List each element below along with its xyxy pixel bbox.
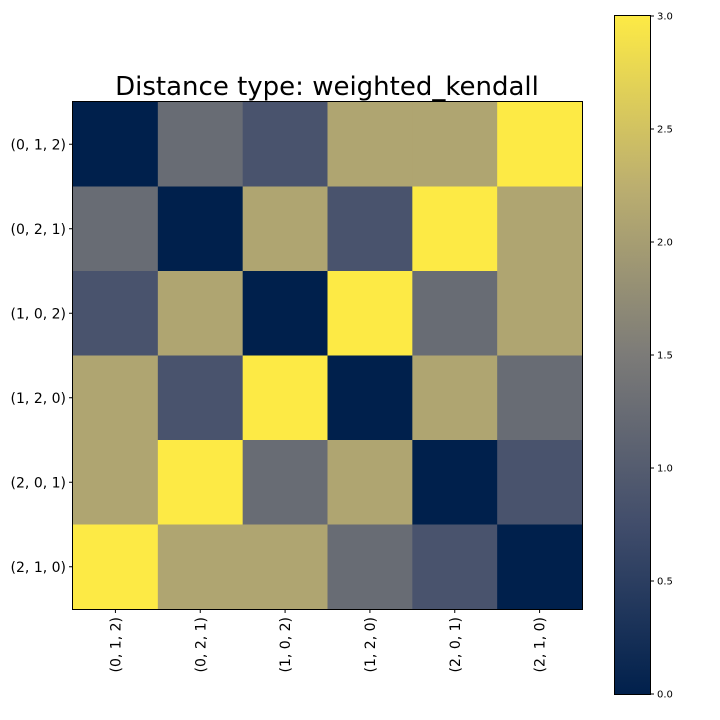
heatmap-cell: [73, 186, 159, 272]
y-tick-label: (2, 0, 1): [11, 475, 66, 491]
colorbar-tick-label: 2.5: [657, 125, 673, 136]
y-axis: (0, 1, 2) (0, 2, 1) (1, 0, 2) (1, 2, 0) (2, …: [11, 137, 73, 576]
colorbar-tick-label: 1.0: [657, 464, 673, 475]
colorbar-tick-label: 0.5: [657, 577, 673, 588]
heatmap-cell: [242, 440, 329, 526]
heatmap-cell: [73, 524, 159, 610]
heatmap-cell: [412, 271, 498, 357]
x-tick-label: (1, 0, 2): [278, 617, 294, 672]
y-tick-label: (0, 2, 1): [11, 222, 66, 238]
heatmap-cell: [497, 440, 583, 526]
heatmap-cell: [412, 355, 498, 441]
colorbar-tick-label: 2.0: [657, 238, 673, 249]
heatmap-cell: [412, 440, 498, 526]
y-tick-label: (1, 0, 2): [11, 306, 66, 322]
heatmap-cell: [242, 186, 329, 272]
heatmap-cell: [497, 524, 583, 610]
colorbar-tick-label: 0.0: [657, 690, 673, 701]
heatmap-cell: [327, 271, 413, 357]
heatmap-cell: [73, 271, 159, 357]
x-tick-label: (0, 2, 1): [193, 617, 209, 672]
heatmap-cell: [412, 186, 498, 272]
x-tick-label: (0, 1, 2): [108, 617, 124, 672]
heatmap-cell: [157, 440, 244, 526]
heatmap-cell: [157, 271, 244, 357]
plot-frame: [72, 101, 583, 610]
heatmap-cell: [157, 102, 244, 188]
heatmap-cell: [73, 102, 159, 188]
x-tick-label: (2, 0, 1): [448, 617, 464, 672]
y-tick-label: (1, 2, 0): [11, 391, 66, 407]
heatmap-cells: [73, 102, 583, 610]
heatmap-cell: [497, 355, 583, 441]
heatmap-cell: [497, 102, 583, 188]
heatmap-cell: [157, 355, 244, 441]
heatmap-cell: [242, 271, 329, 357]
heatmap-cell: [497, 186, 583, 272]
heatmap-cell: [157, 186, 244, 272]
x-tick-label: (1, 2, 0): [363, 617, 379, 672]
colorbar: [614, 15, 651, 695]
heatmap-cell: [412, 524, 498, 610]
heatmap-cell: [73, 440, 159, 526]
colorbar-axis: 0.0 0.5 1.0 1.5 2.0 2.5 3.0: [650, 12, 673, 701]
colorbar-tick-label: 1.5: [657, 351, 673, 362]
heatmap-cell: [242, 524, 329, 610]
heatmap-cell: [327, 524, 413, 610]
heatmap-cell: [327, 440, 413, 526]
heatmap-cell: [327, 186, 413, 272]
heatmap-cell: [242, 102, 329, 188]
heatmap-cell: [157, 524, 244, 610]
heatmap-cell: [327, 102, 413, 188]
x-tick-label: (2, 1, 0): [533, 617, 549, 672]
colorbar-tick-label: 3.0: [657, 12, 673, 23]
chart-title: Distance type: weighted_kendall: [115, 72, 539, 102]
heatmap-cell: [412, 102, 498, 188]
y-tick-label: (2, 1, 0): [11, 560, 66, 576]
heatmap-cell: [497, 271, 583, 357]
heatmap-cell: [327, 355, 413, 441]
heatmap-cell: [73, 355, 159, 441]
x-axis: (0, 1, 2) (0, 2, 1) (1, 0, 2) (1, 2, 0) (2, …: [108, 609, 549, 672]
heatmap-cell: [242, 355, 329, 441]
y-tick-label: (0, 1, 2): [11, 137, 66, 153]
